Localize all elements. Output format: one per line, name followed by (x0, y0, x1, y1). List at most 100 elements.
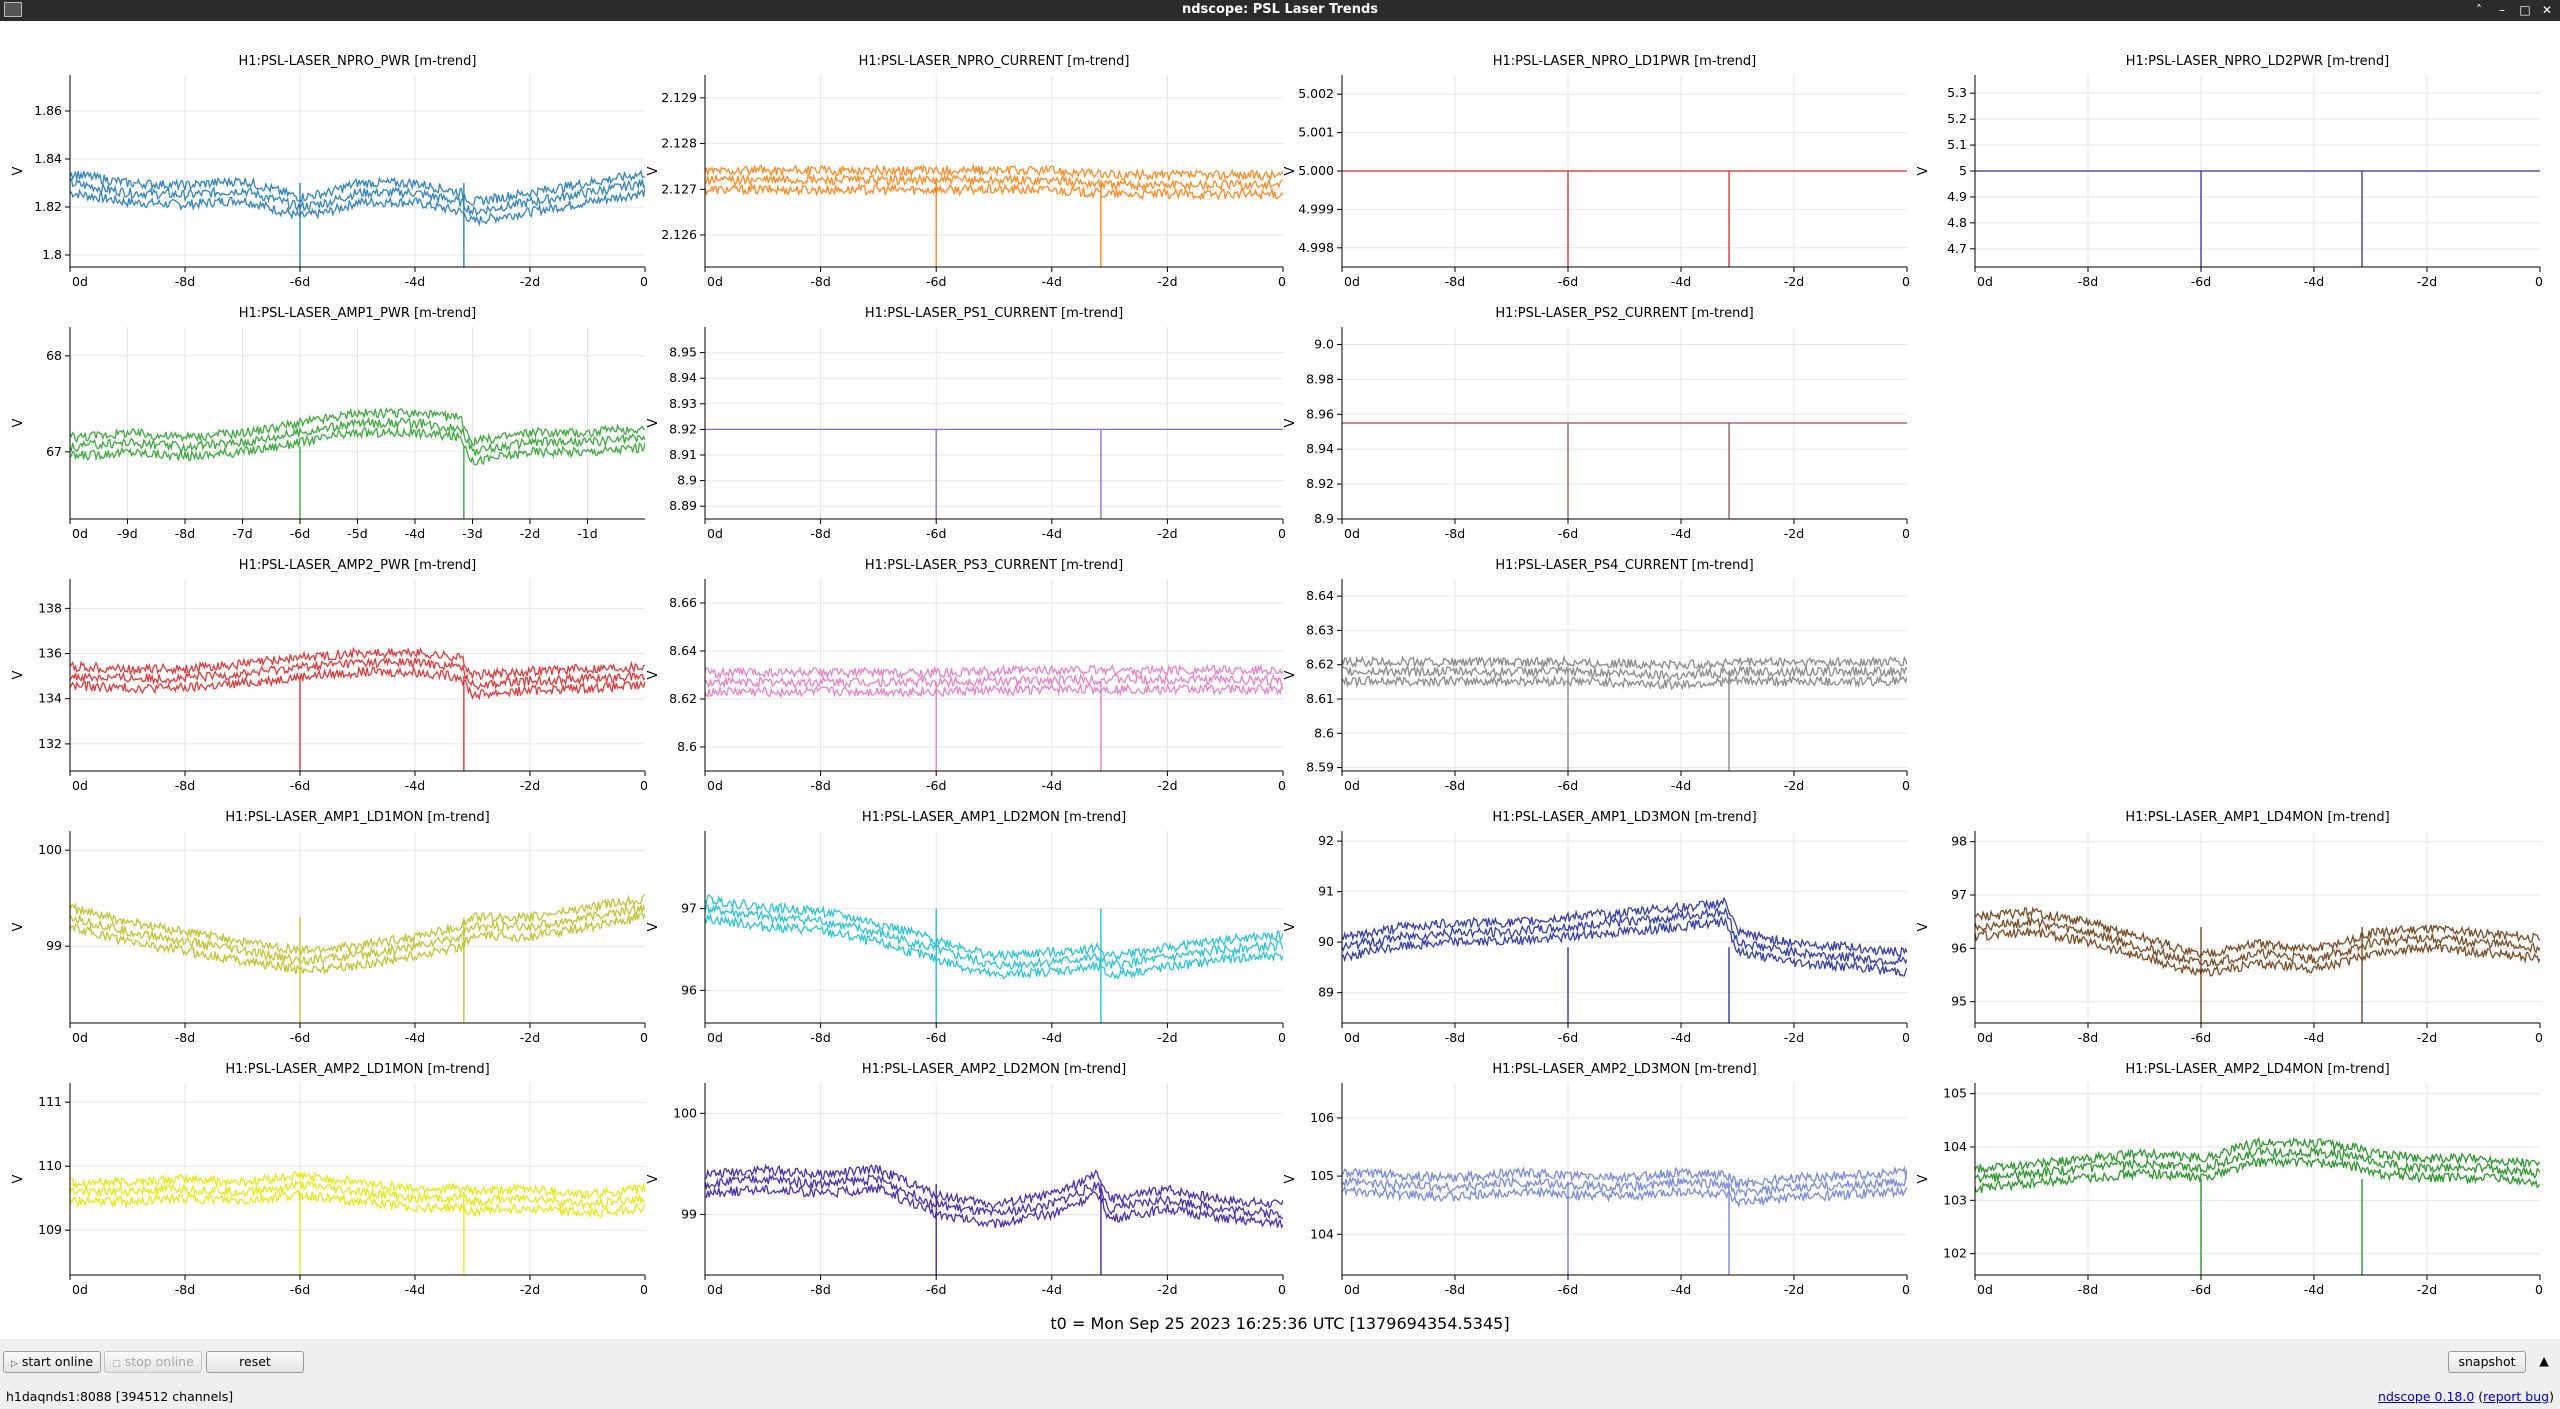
y-tick-label: 5.3 (1947, 85, 1967, 100)
y-tick-label: 8.9 (1314, 511, 1334, 526)
y-tick-label: 2.126 (661, 227, 697, 242)
y-tick-label: 132 (38, 736, 62, 751)
keep-above-button[interactable]: ˄ (2476, 3, 2482, 17)
x-tick-label: -8d (175, 1030, 195, 1045)
chart-panel[interactable]: H1:PSL-LASER_AMP1_LD2MON [m-trend] 0d -8d -… (646, 810, 1286, 1045)
x-tick-label: 0d (1977, 1282, 1993, 1297)
series-line (1975, 1136, 2540, 1174)
x-tick-label: 0 (1278, 1030, 1286, 1045)
snapshot-button[interactable]: snapshot (2448, 1351, 2526, 1373)
chart-panel[interactable]: H1:PSL-LASER_PS3_CURRENT [m-trend] 0d -8d -… (646, 558, 1286, 793)
x-tick-label: 0d (1977, 274, 1993, 289)
series-line (1342, 1184, 1907, 1209)
y-tick-label: 5.2 (1947, 111, 1967, 126)
x-tick-label: -6d (290, 526, 310, 541)
chart-title: H1:PSL-LASER_NPRO_LD2PWR [m-trend] (2126, 54, 2390, 69)
x-tick-label: -4d (1671, 274, 1691, 289)
maximize-button[interactable]: □ (2519, 3, 2531, 17)
x-tick-label: -4d (1671, 1282, 1691, 1297)
chart-title: H1:PSL-LASER_NPRO_LD1PWR [m-trend] (1493, 54, 1757, 69)
x-tick-label: -6d (2191, 1030, 2211, 1045)
x-tick-label: -8d (2078, 1282, 2098, 1297)
plot-grid[interactable]: H1:PSL-LASER_NPRO_PWR [m-trend] 0d -8d -6d -… (0, 21, 2560, 1339)
series-line (705, 912, 1283, 980)
y-tick-label: 9.0 (1314, 336, 1334, 351)
y-tick-label: 100 (38, 842, 62, 857)
control-bar: ▷ start online □ stop online reset snaps… (0, 1339, 2560, 1409)
series-line (70, 1171, 645, 1201)
y-tick-label: 136 (38, 646, 62, 661)
expand-toolbar-icon[interactable]: ▲ (2539, 1353, 2549, 1368)
x-tick-label: -6d (1558, 526, 1578, 541)
y-tick-label: 8.62 (669, 691, 697, 706)
x-tick-label: 0d (72, 1282, 88, 1297)
series-line (1975, 1146, 2540, 1184)
y-axis-label: V (646, 922, 661, 931)
y-tick-label: 8.95 (669, 345, 697, 360)
x-tick-label: -6d (290, 1282, 310, 1297)
series-line (1342, 664, 1907, 681)
chart-panel[interactable]: H1:PSL-LASER_PS2_CURRENT [m-trend] 0d -8d -… (1283, 306, 1910, 541)
x-tick-label: -6d (290, 274, 310, 289)
x-tick-label: -8d (810, 778, 830, 793)
chart-panel[interactable]: H1:PSL-LASER_PS1_CURRENT [m-trend] 0d -8d -… (646, 306, 1286, 541)
chart-panel[interactable]: H1:PSL-LASER_NPRO_LD1PWR [m-trend] 0d -8d -… (1283, 54, 1910, 289)
y-axis-label: V (1283, 922, 1298, 931)
chart-panel[interactable]: H1:PSL-LASER_AMP1_PWR [m-trend] 0d -9d -8d -… (11, 306, 645, 541)
x-tick-label: -2d (520, 274, 540, 289)
close-button[interactable]: ✕ (2541, 3, 2553, 17)
stop-online-button[interactable]: □ stop online (104, 1351, 202, 1373)
y-axis-label: V (646, 418, 661, 427)
series-line (705, 903, 1283, 971)
minimize-button[interactable]: – (2499, 3, 2505, 17)
y-tick-label: 8.94 (669, 370, 697, 385)
version-link[interactable]: ndscope 0.18.0 (2378, 1389, 2475, 1404)
chart-panel[interactable]: H1:PSL-LASER_NPRO_LD2PWR [m-trend] 0d -8d -… (1916, 54, 2543, 289)
y-axis-label: V (11, 922, 26, 931)
x-tick-label: 0 (2535, 1030, 2543, 1045)
t0-label: t0 = Mon Sep 25 2023 16:25:36 UTC [13796… (1050, 1314, 1510, 1333)
x-tick-label: -4d (405, 1282, 425, 1297)
reset-button[interactable]: reset (206, 1351, 304, 1373)
chart-panel[interactable]: H1:PSL-LASER_NPRO_PWR [m-trend] 0d -8d -6d -… (11, 54, 648, 289)
x-tick-label: -2d (2417, 274, 2437, 289)
x-tick-label: 0 (1902, 526, 1910, 541)
report-bug-link[interactable]: report bug (2483, 1389, 2550, 1404)
chart-title: H1:PSL-LASER_AMP1_LD2MON [m-trend] (862, 810, 1126, 825)
chart-panel[interactable]: H1:PSL-LASER_AMP1_LD4MON [m-trend] 0d -8d -… (1916, 810, 2543, 1045)
series-line (70, 1179, 645, 1210)
start-online-button[interactable]: ▷ start online (3, 1351, 101, 1373)
chart-title: H1:PSL-LASER_PS2_CURRENT [m-trend] (1495, 306, 1753, 321)
x-tick-label: -4d (1671, 526, 1691, 541)
y-tick-label: 8.96 (1306, 406, 1334, 421)
y-tick-label: 8.94 (1306, 441, 1334, 456)
y-tick-label: 105 (1310, 1168, 1334, 1183)
chart-panel[interactable]: H1:PSL-LASER_NPRO_CURRENT [m-trend] 0d -8d… (646, 54, 1286, 289)
y-tick-label: 106 (1310, 1110, 1334, 1125)
x-tick-label: 0 (1902, 778, 1910, 793)
plot-area (1342, 1083, 1907, 1275)
chart-panel[interactable]: H1:PSL-LASER_PS4_CURRENT [m-trend] 0d -8d -… (1283, 558, 1910, 793)
chart-panel[interactable]: H1:PSL-LASER_AMP2_LD3MON [m-trend] 0d -8d -… (1283, 1062, 1910, 1297)
chart-title: H1:PSL-LASER_AMP1_LD4MON [m-trend] (2125, 810, 2389, 825)
x-tick-label: -2d (1157, 778, 1177, 793)
plot-canvas[interactable]: H1:PSL-LASER_NPRO_PWR [m-trend] 0d -8d -6d -… (0, 21, 2560, 1311)
y-tick-label: 100 (673, 1105, 697, 1120)
x-tick-label: -6d (1558, 274, 1578, 289)
x-tick-label: -4d (405, 274, 425, 289)
chart-panel[interactable]: H1:PSL-LASER_AMP1_LD3MON [m-trend] 0d -8d -… (1283, 810, 1910, 1045)
x-tick-label: -8d (1445, 526, 1465, 541)
chart-panel[interactable]: H1:PSL-LASER_AMP2_LD2MON [m-trend] 0d -8d -… (646, 1062, 1286, 1297)
chart-panel[interactable]: H1:PSL-LASER_AMP2_LD4MON [m-trend] 0d -8d -… (1916, 1062, 2543, 1297)
y-tick-label: 5.1 (1947, 137, 1967, 152)
app-icon (4, 2, 22, 17)
x-tick-label: 0d (1344, 1030, 1360, 1045)
x-tick-label: -6d (1558, 1282, 1578, 1297)
x-tick-label: 0 (1902, 1282, 1910, 1297)
chart-panel[interactable]: H1:PSL-LASER_AMP1_LD1MON [m-trend] 0d -8d -… (11, 810, 648, 1045)
chart-title: H1:PSL-LASER_PS4_CURRENT [m-trend] (1495, 558, 1753, 573)
series-line (70, 169, 645, 207)
chart-panel[interactable]: H1:PSL-LASER_AMP2_LD1MON [m-trend] 0d -8d -… (11, 1062, 648, 1297)
x-tick-label: -8d (810, 1030, 830, 1045)
chart-panel[interactable]: H1:PSL-LASER_AMP2_PWR [m-trend] 0d -8d -6d -… (11, 558, 648, 793)
